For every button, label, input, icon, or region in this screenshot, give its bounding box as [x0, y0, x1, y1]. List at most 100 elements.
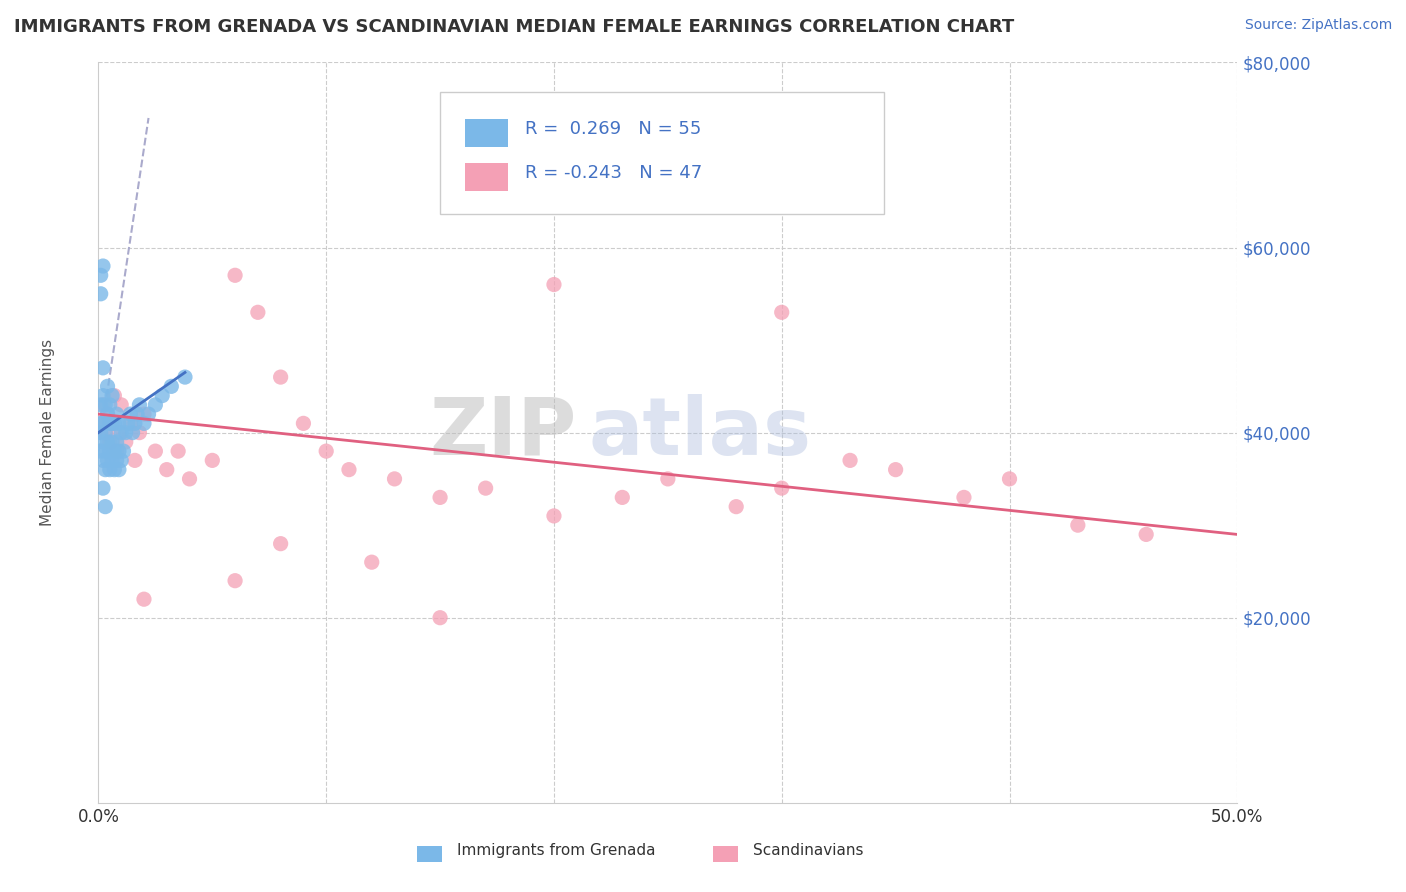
Point — [132, 417, 155, 431]
Point — [174, 370, 197, 384]
Point — [91, 434, 114, 449]
Point — [101, 417, 124, 431]
Point — [337, 462, 360, 476]
Point — [270, 536, 292, 550]
Point — [90, 417, 112, 431]
Point — [224, 268, 246, 283]
Point — [124, 417, 146, 431]
Point — [91, 398, 114, 412]
Point — [98, 398, 121, 412]
Point — [103, 444, 125, 458]
Point — [145, 444, 167, 458]
Point — [360, 555, 382, 569]
Point — [101, 434, 124, 449]
Point — [770, 481, 793, 495]
Point — [94, 398, 117, 412]
Point — [124, 453, 146, 467]
Point — [167, 444, 190, 458]
Point — [94, 425, 117, 440]
FancyBboxPatch shape — [465, 163, 509, 191]
Point — [98, 417, 121, 431]
Text: Median Female Earnings: Median Female Earnings — [39, 339, 55, 526]
Point — [98, 462, 121, 476]
Text: Immigrants from Grenada: Immigrants from Grenada — [457, 844, 655, 858]
Point — [132, 592, 155, 607]
Point — [105, 407, 128, 421]
Point — [103, 388, 125, 402]
Point — [150, 388, 173, 402]
Point — [90, 425, 112, 440]
Point — [110, 398, 132, 412]
Point — [953, 491, 976, 505]
Point — [121, 425, 143, 440]
Point — [384, 472, 406, 486]
Point — [657, 472, 679, 486]
Text: Scandinavians: Scandinavians — [754, 844, 863, 858]
Point — [108, 425, 131, 440]
Point — [91, 417, 114, 431]
FancyBboxPatch shape — [465, 119, 509, 147]
Point — [224, 574, 246, 588]
Point — [91, 360, 114, 375]
Point — [112, 444, 135, 458]
Point — [128, 398, 150, 412]
Point — [127, 407, 149, 421]
Point — [98, 444, 121, 458]
Point — [105, 444, 128, 458]
Point — [96, 407, 118, 421]
Point — [96, 434, 118, 449]
Point — [315, 444, 337, 458]
Point — [101, 453, 124, 467]
Point — [770, 305, 793, 319]
Point — [179, 472, 201, 486]
Point — [110, 453, 132, 467]
Point — [117, 417, 139, 431]
Point — [128, 425, 150, 440]
Point — [91, 453, 114, 467]
Text: ZIP: ZIP — [429, 393, 576, 472]
FancyBboxPatch shape — [713, 846, 738, 862]
Point — [101, 417, 124, 431]
Point — [96, 379, 118, 393]
Point — [998, 472, 1021, 486]
FancyBboxPatch shape — [440, 92, 884, 214]
Point — [1135, 527, 1157, 541]
Point — [108, 417, 131, 431]
Point — [108, 444, 131, 458]
Text: R =  0.269   N = 55: R = 0.269 N = 55 — [526, 120, 702, 138]
Point — [96, 453, 118, 467]
Point — [90, 417, 112, 431]
Point — [839, 453, 862, 467]
Point — [101, 388, 124, 402]
Point — [110, 425, 132, 440]
Point — [94, 425, 117, 440]
Point — [103, 417, 125, 431]
Point — [270, 370, 292, 384]
Point — [246, 305, 269, 319]
Text: Source: ZipAtlas.com: Source: ZipAtlas.com — [1244, 18, 1392, 32]
Point — [201, 453, 224, 467]
Point — [1067, 518, 1090, 533]
Point — [114, 425, 136, 440]
Point — [884, 462, 907, 476]
Point — [91, 481, 114, 495]
Point — [132, 407, 155, 421]
Point — [108, 462, 131, 476]
Point — [543, 508, 565, 523]
Point — [120, 417, 142, 431]
Point — [91, 388, 114, 402]
Point — [94, 500, 117, 514]
Point — [114, 434, 136, 449]
Point — [105, 434, 128, 449]
Point — [105, 453, 128, 467]
Point — [160, 379, 183, 393]
Point — [145, 398, 167, 412]
Point — [543, 277, 565, 292]
Point — [725, 500, 748, 514]
Point — [90, 398, 112, 412]
Point — [98, 434, 121, 449]
Point — [103, 462, 125, 476]
FancyBboxPatch shape — [418, 846, 443, 862]
Point — [94, 462, 117, 476]
Point — [91, 259, 114, 273]
